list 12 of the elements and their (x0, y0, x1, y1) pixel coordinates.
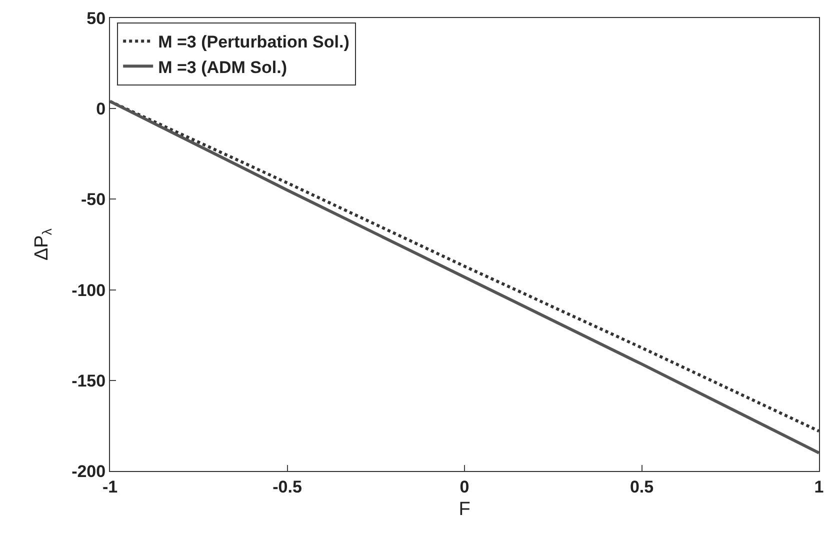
y-tick-label: 50 (86, 8, 106, 28)
y-tick-label: -150 (72, 371, 106, 390)
x-tick-label: 0 (460, 477, 470, 496)
legend-label: M =3 (Perturbation Sol.) (158, 32, 350, 52)
y-tick-label: -50 (81, 190, 106, 210)
x-tick-label: 1 (814, 477, 824, 496)
legend-label: M =3 (ADM Sol.) (158, 58, 288, 77)
x-axis-title: F (458, 499, 470, 520)
y-tick-label: -100 (72, 280, 106, 300)
y-tick-label: 0 (96, 100, 106, 119)
x-tick-label: -0.5 (272, 477, 302, 496)
x-tick-label: 0.5 (630, 477, 654, 496)
